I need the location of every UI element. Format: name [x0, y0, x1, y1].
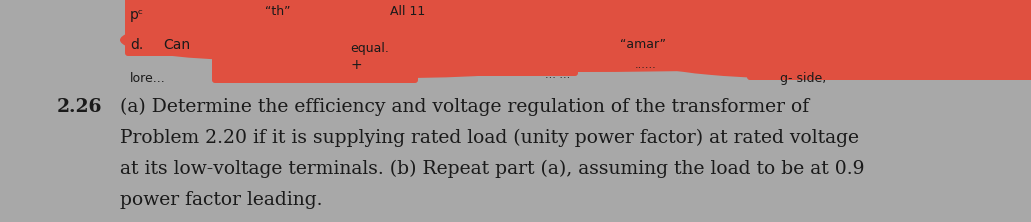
Text: lore...: lore...	[130, 72, 166, 85]
Text: “th”: “th”	[265, 5, 291, 18]
Text: “amar”: “amar”	[620, 38, 666, 51]
Ellipse shape	[120, 20, 380, 60]
Text: +: +	[350, 58, 362, 72]
Text: (a) Determine the efficiency and voltage regulation of the transformer of: (a) Determine the efficiency and voltage…	[120, 98, 809, 116]
Text: Can: Can	[163, 38, 190, 52]
Ellipse shape	[650, 44, 1031, 80]
Text: g- side,: g- side,	[780, 72, 826, 85]
Text: Problem 2.20 if it is supplying rated load (unity power factor) at rated voltage: Problem 2.20 if it is supplying rated lo…	[120, 129, 859, 147]
FancyBboxPatch shape	[212, 15, 1031, 56]
Ellipse shape	[690, 0, 1031, 33]
Ellipse shape	[220, 28, 940, 72]
Text: ......: ......	[635, 60, 657, 70]
FancyBboxPatch shape	[125, 0, 1031, 33]
FancyBboxPatch shape	[212, 47, 418, 83]
FancyBboxPatch shape	[125, 25, 261, 56]
Text: at its low-voltage terminals. (b) Repeat part (a), assuming the load to be at 0.: at its low-voltage terminals. (b) Repeat…	[120, 160, 865, 178]
FancyBboxPatch shape	[327, 45, 578, 76]
Ellipse shape	[190, 0, 970, 44]
Ellipse shape	[240, 46, 560, 78]
Text: 2.26: 2.26	[57, 98, 102, 116]
FancyBboxPatch shape	[847, 0, 1031, 21]
Text: ... ...: ... ...	[545, 70, 570, 80]
Text: d.: d.	[130, 38, 143, 52]
Text: pᶜ: pᶜ	[130, 8, 144, 22]
Text: power factor leading.: power factor leading.	[120, 191, 323, 209]
Text: equal.: equal.	[350, 42, 389, 55]
FancyBboxPatch shape	[747, 52, 1031, 80]
Text: All 11: All 11	[390, 5, 425, 18]
